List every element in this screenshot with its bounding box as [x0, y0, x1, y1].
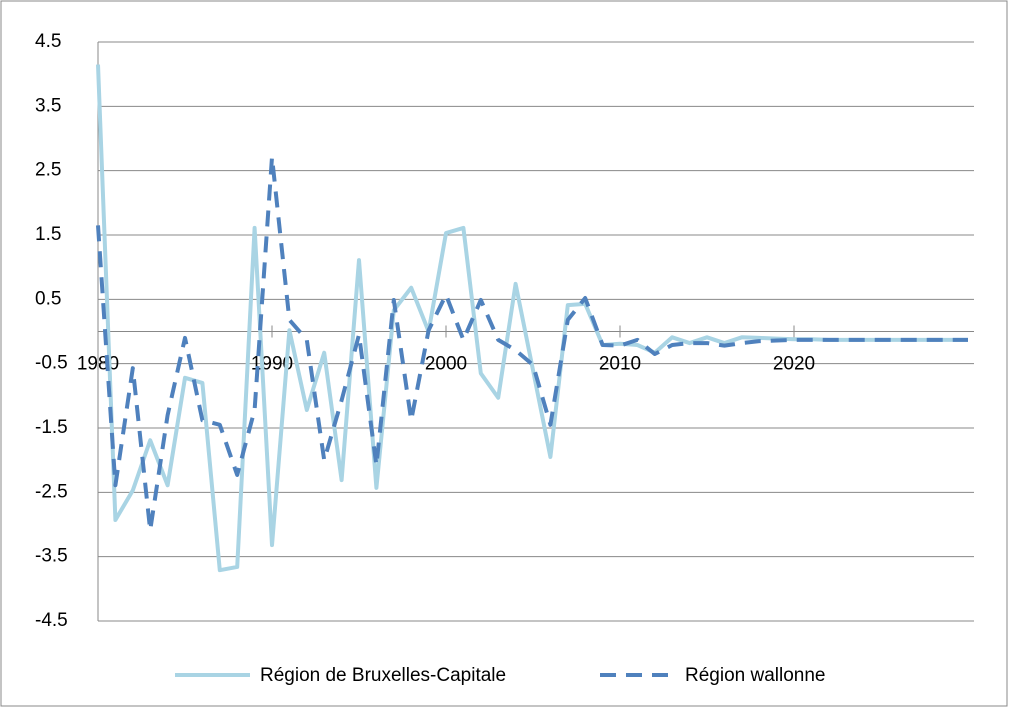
- x-tick-label: 2020: [773, 354, 815, 375]
- y-tick-label: 3.5: [35, 95, 61, 116]
- y-tick-label: -1.5: [35, 417, 68, 438]
- y-tick-label: 4.5: [35, 31, 61, 52]
- y-tick-label: 0.5: [35, 288, 61, 309]
- x-tick-label: 2000: [425, 354, 467, 375]
- legend-label: Région wallonne: [685, 665, 826, 686]
- x-tick-label: 2010: [599, 354, 641, 375]
- y-tick-label: -0.5: [35, 353, 68, 374]
- y-tick-label: -3.5: [35, 546, 68, 567]
- y-tick-label: 1.5: [35, 224, 61, 245]
- x-tick-label: 1980: [77, 354, 119, 375]
- y-tick-label: -4.5: [35, 610, 68, 631]
- series-line: [96, 155, 968, 533]
- y-tick-label: 2.5: [35, 160, 61, 181]
- y-tick-label: -2.5: [35, 481, 68, 502]
- legend-label: Région de Bruxelles-Capitale: [260, 665, 506, 686]
